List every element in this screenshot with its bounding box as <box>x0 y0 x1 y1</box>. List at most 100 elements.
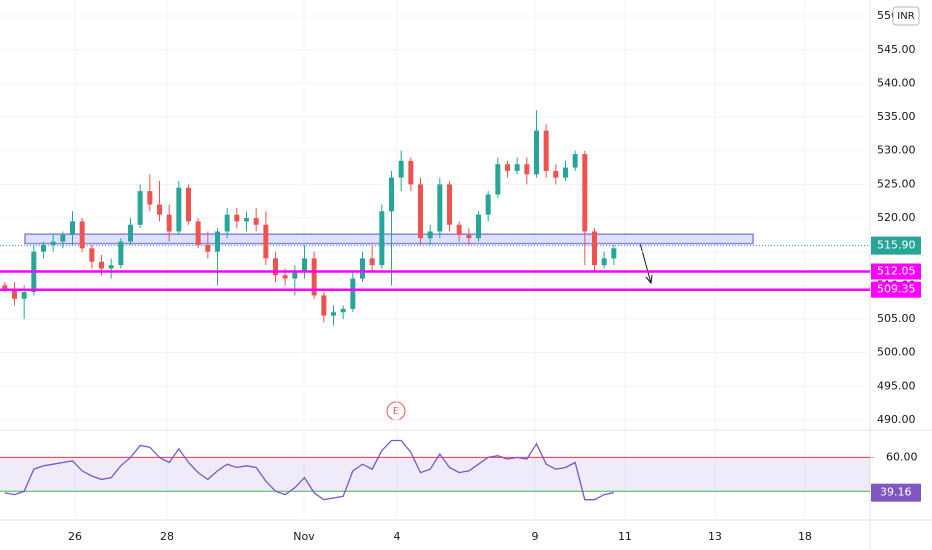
candle-body <box>215 231 220 252</box>
candle-body <box>582 154 588 232</box>
candle-body <box>350 278 356 309</box>
x-tick-label: 11 <box>618 530 632 543</box>
x-tick-label: 13 <box>708 530 722 543</box>
candle-body <box>572 154 578 168</box>
candle-body <box>195 221 201 245</box>
candle-body <box>592 231 597 266</box>
x-tick-label: Nov <box>293 530 315 543</box>
candle-body <box>302 258 307 272</box>
candle-body <box>234 214 240 222</box>
candle-body <box>369 258 375 266</box>
candle-body <box>147 191 153 205</box>
candle-body <box>495 164 501 195</box>
candle-body <box>466 234 472 239</box>
y-tick-label: 535.00 <box>877 110 916 123</box>
candle-body <box>321 295 327 316</box>
candle-body <box>485 194 491 215</box>
candle-body <box>543 130 549 171</box>
candle-body <box>534 130 539 175</box>
y-tick-label: 490.00 <box>877 413 916 426</box>
candle-body <box>186 187 191 222</box>
y-tick-label: 540.00 <box>877 76 916 89</box>
arrow-line <box>639 242 652 284</box>
y-tick-label: 530.00 <box>877 144 916 157</box>
current-price-label: 515.90 <box>877 239 916 252</box>
y-tick-label: 520.00 <box>877 211 916 224</box>
candle-body <box>99 261 104 269</box>
candle-body <box>611 248 617 259</box>
candle-body <box>128 224 133 242</box>
candle-body <box>50 241 56 245</box>
candle-body <box>379 211 385 266</box>
level-label: 509.35 <box>877 283 916 296</box>
currency-badge <box>892 6 920 26</box>
candle-body <box>360 258 365 279</box>
candle-body <box>447 184 452 225</box>
candle-body <box>176 187 182 232</box>
candle-body <box>12 288 17 299</box>
candle-body <box>398 160 404 178</box>
candle-body <box>205 244 211 252</box>
candle-body <box>79 221 85 249</box>
x-tick-label: 28 <box>160 530 174 543</box>
candle-body <box>408 160 414 185</box>
candle-body <box>21 292 27 299</box>
candle-body <box>244 218 249 222</box>
x-tick-label: 9 <box>531 530 538 543</box>
candle-body <box>553 170 559 178</box>
rsi-current-label: 39.16 <box>880 486 912 499</box>
candle-body <box>514 164 520 171</box>
candle-body <box>456 224 462 235</box>
candle-body <box>137 191 143 225</box>
candle-body <box>311 258 317 296</box>
arrow-head <box>645 274 653 285</box>
rsi-band <box>0 457 870 492</box>
candle-body <box>427 231 433 239</box>
resistance-zone <box>24 233 754 245</box>
y-tick-label: 545.00 <box>877 43 916 56</box>
candle-body <box>224 214 230 232</box>
candle-body <box>476 214 481 239</box>
candle-body <box>166 214 172 232</box>
y-tick-label: 60.00 <box>886 450 918 463</box>
x-tick-label: 26 <box>68 530 82 543</box>
candle-body <box>292 271 298 279</box>
x-tick-label: 18 <box>798 530 812 543</box>
candle-body <box>118 241 124 266</box>
candle-body <box>253 218 259 225</box>
y-tick-label: 505.00 <box>877 312 916 325</box>
candle-body <box>41 244 46 252</box>
price-badge <box>871 281 921 298</box>
candle-body <box>89 248 95 262</box>
price-badge <box>871 263 921 280</box>
candle-body <box>524 164 530 175</box>
candle-body <box>108 265 114 269</box>
level-label: 512.05 <box>877 265 916 278</box>
candle-body <box>437 184 443 232</box>
candle-body <box>389 177 394 212</box>
candle-body <box>263 224 269 259</box>
y-tick-label: 525.00 <box>877 177 916 190</box>
candle-body <box>60 234 66 242</box>
x-tick-label: 4 <box>394 530 401 543</box>
y-tick-label: 500.00 <box>877 346 916 359</box>
currency-label: INR <box>897 11 914 22</box>
candle-body <box>340 308 346 313</box>
price-badge <box>871 483 921 502</box>
candle-body <box>273 258 278 276</box>
y-tick-label: 495.00 <box>877 379 916 392</box>
candle-body <box>505 164 510 171</box>
candle-body <box>282 275 288 279</box>
candle-body <box>601 258 607 266</box>
candle-body <box>70 221 75 235</box>
candle-body <box>563 167 568 178</box>
price-badge <box>871 236 921 255</box>
candle-body <box>157 204 162 215</box>
candle-body <box>418 184 423 239</box>
earnings-label: E <box>393 406 399 417</box>
candle-body <box>331 312 336 316</box>
candle-body <box>2 285 8 289</box>
rsi-line <box>4 439 614 501</box>
